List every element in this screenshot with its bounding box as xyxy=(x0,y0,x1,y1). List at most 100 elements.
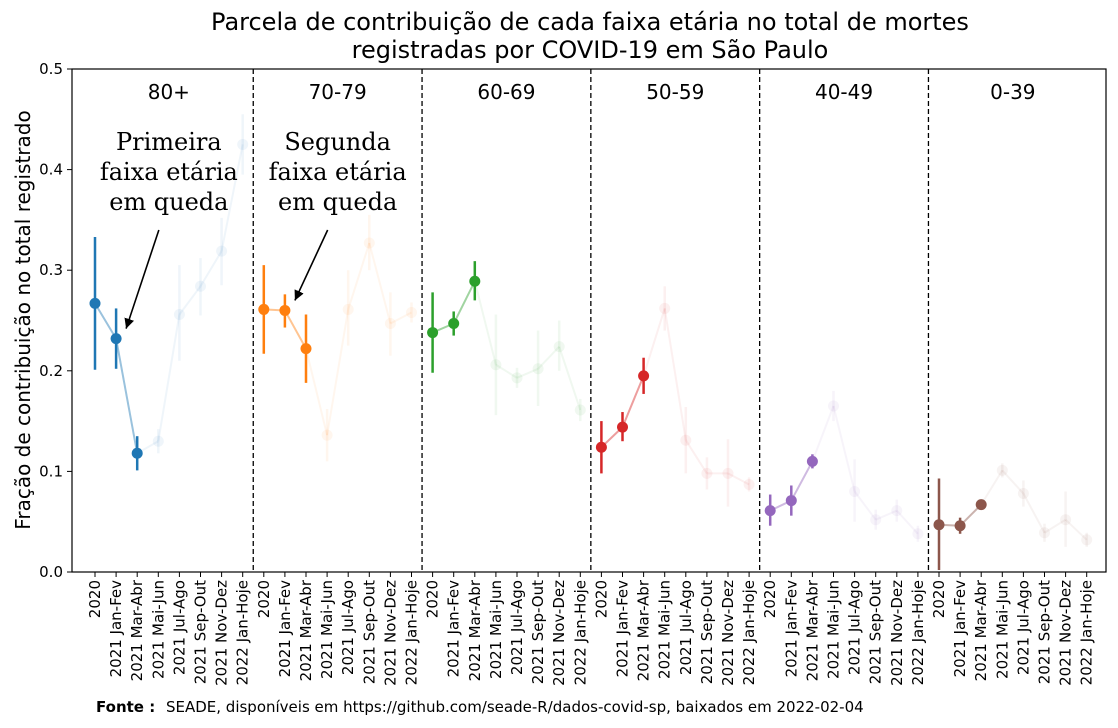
x-tick-label: 2021 Sep-Out xyxy=(360,580,378,684)
data-point xyxy=(216,245,228,257)
data-point xyxy=(173,308,185,320)
series-line-segment xyxy=(199,250,223,287)
series-line-segment xyxy=(368,242,392,324)
data-point xyxy=(849,486,861,498)
series-line-segment xyxy=(980,469,1004,506)
data-point xyxy=(595,441,607,453)
series-line-segment xyxy=(1022,493,1046,534)
y-tick-label: 0.4 xyxy=(39,161,63,179)
series-line-segment xyxy=(347,242,371,310)
plot-frame xyxy=(71,68,1107,573)
x-tick-label: 2021 Nov-Dez xyxy=(213,580,231,686)
group-labels: 80+ 70-79 60-69 50-59 40-49 0-39 xyxy=(148,80,1036,104)
series-line-segment xyxy=(305,348,329,436)
data-point xyxy=(806,455,818,467)
series-line-segment xyxy=(896,509,919,535)
series-line-segment xyxy=(473,281,497,366)
data-point xyxy=(1060,514,1072,526)
data-point xyxy=(532,363,544,375)
series-line-segment xyxy=(1001,469,1025,495)
x-tick-label: 2020 xyxy=(930,580,948,618)
series-line-segment xyxy=(853,490,877,521)
series-line-segment xyxy=(1043,518,1067,534)
x-tick-label: 2021 Mar-Abr xyxy=(635,579,653,681)
data-point xyxy=(1039,527,1050,539)
y-axis-label: Fração de contribuição no total registra… xyxy=(11,110,35,529)
series-0-39 xyxy=(933,463,1093,570)
x-tick-label: 2020 xyxy=(592,580,610,618)
x-tick-label: 2022 Jan-Hoje xyxy=(909,580,927,685)
data-point xyxy=(427,327,439,339)
data-point xyxy=(131,447,143,459)
x-tick-label: 2021 Jan-Fev xyxy=(951,580,969,678)
x-tick-label: 2021 Jul-Ago xyxy=(846,580,864,675)
series-line-segment xyxy=(495,363,518,379)
series-line-segment xyxy=(1064,518,1088,541)
series-line-segment xyxy=(537,345,560,370)
data-point xyxy=(954,520,966,532)
x-tick-label: 2021 Sep-Out xyxy=(1036,580,1054,684)
data-point xyxy=(342,303,354,315)
x-tick-label: 2021 Sep-Out xyxy=(867,580,885,684)
data-point xyxy=(384,318,396,330)
x-tick-label: 2020 xyxy=(424,580,442,618)
x-tick-label: 2021 Nov-Dez xyxy=(550,580,568,686)
x-tick-label: 2022 Jan-Hoje xyxy=(1078,580,1096,685)
data-point xyxy=(1081,534,1093,546)
series-line-segment xyxy=(157,314,181,442)
x-tick-label: 2021 Jul-Ago xyxy=(339,580,357,675)
series-line-segment xyxy=(875,509,898,521)
data-point xyxy=(975,499,987,511)
x-tick-label: 2020 xyxy=(255,580,273,618)
series-60-69 xyxy=(427,261,586,422)
y-tick-label: 0.3 xyxy=(39,261,63,279)
series-line-segment xyxy=(684,439,708,474)
annotation-text-line: em queda xyxy=(109,188,228,216)
x-tick-label: 2021 Jan-Fev xyxy=(614,580,632,678)
series-line-segment xyxy=(663,308,687,441)
x-tick-label: 2021 Sep-Out xyxy=(529,580,547,684)
group-label-40-49: 40-49 xyxy=(815,80,873,104)
x-tick-label: 2021 Mar-Abr xyxy=(297,579,315,681)
series-70-79 xyxy=(258,214,417,462)
group-separators xyxy=(252,69,930,572)
data-point xyxy=(638,370,650,382)
x-tick-label: 2021 Jan-Fev xyxy=(445,580,463,678)
y-tick-label: 0.0 xyxy=(39,563,63,581)
x-tick-label: 2022 Jan-Hoje xyxy=(234,580,252,685)
annotation-text-line: faixa etária xyxy=(269,158,407,186)
data-point xyxy=(258,303,270,315)
data-point xyxy=(363,237,375,249)
data-point xyxy=(490,359,502,371)
x-tick-label: 2021 Mar-Abr xyxy=(972,579,990,681)
x-tick-label: 2021 Jul-Ago xyxy=(1014,580,1032,675)
data-point xyxy=(659,302,671,314)
x-tick-label: 2021 Mai-Jun xyxy=(993,580,1011,679)
data-point xyxy=(279,304,291,316)
annotation-text-line: Segunda xyxy=(284,128,391,156)
data-point xyxy=(89,297,101,309)
x-tick-label: 2021 Sep-Out xyxy=(698,580,716,684)
group-label-60-69: 60-69 xyxy=(477,80,535,104)
data-point xyxy=(110,333,122,345)
chart-title-line-2: registradas por COVID-19 em São Paulo xyxy=(352,36,829,64)
annotation-text-line: faixa etária xyxy=(100,158,238,186)
data-point xyxy=(152,435,164,447)
group-label-0-39: 0-39 xyxy=(990,80,1035,104)
x-tick-label: 2022 Jan-Hoje xyxy=(740,580,758,685)
series-line-segment xyxy=(516,367,539,379)
data-point xyxy=(511,372,523,384)
data-point xyxy=(195,280,206,292)
series-40-49 xyxy=(764,390,924,542)
series-line-segment xyxy=(727,472,750,486)
group-label-50-59: 50-59 xyxy=(646,80,704,104)
x-tick-label: 2022 Jan-Hoje xyxy=(571,580,589,685)
series-line-segment xyxy=(558,346,582,411)
data-point xyxy=(300,343,312,355)
annotation-text-line: em queda xyxy=(278,188,397,216)
source-label: Fonte : xyxy=(96,698,155,716)
data-point xyxy=(891,505,903,517)
data-point xyxy=(617,421,628,433)
